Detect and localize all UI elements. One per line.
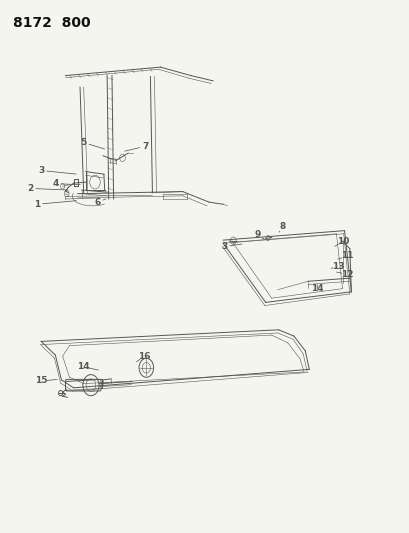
Text: 11: 11 <box>340 252 353 261</box>
Text: 8: 8 <box>279 222 285 231</box>
Text: 14: 14 <box>310 284 323 293</box>
Text: 1: 1 <box>34 200 40 209</box>
Text: 7: 7 <box>142 142 148 151</box>
Text: 15: 15 <box>35 376 47 385</box>
Text: 3: 3 <box>38 166 44 175</box>
Text: 5: 5 <box>80 138 87 147</box>
Text: 8172  800: 8172 800 <box>13 16 90 30</box>
Text: 6: 6 <box>94 198 101 207</box>
Text: 14: 14 <box>76 362 89 371</box>
Text: 10: 10 <box>336 237 348 246</box>
FancyBboxPatch shape <box>65 379 101 391</box>
Text: 4: 4 <box>52 179 58 188</box>
Text: 12: 12 <box>340 270 353 279</box>
Text: 3: 3 <box>221 242 227 251</box>
Text: 13: 13 <box>331 262 344 271</box>
Text: 9: 9 <box>254 230 260 239</box>
Text: 16: 16 <box>138 352 150 361</box>
Text: 2: 2 <box>27 184 33 193</box>
